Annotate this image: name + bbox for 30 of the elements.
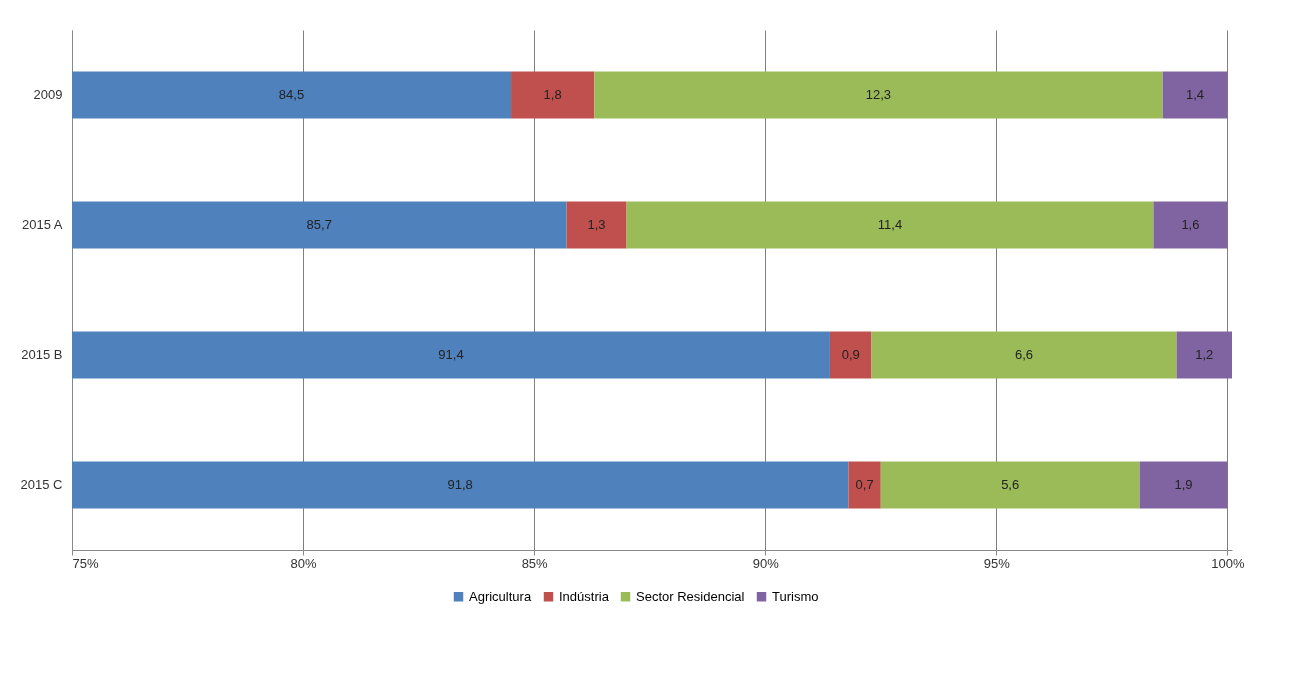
data-label: 1,2 — [1195, 347, 1214, 362]
data-label: 91,4 — [438, 347, 464, 362]
data-label: 12,3 — [865, 87, 892, 102]
y-tick-label: 2009 — [33, 87, 63, 102]
data-label: 0,9 — [841, 347, 860, 362]
data-label: 85,7 — [306, 217, 332, 232]
legend-label: Sector Residencial — [636, 588, 745, 604]
data-label: 1,6 — [1181, 217, 1200, 232]
x-tick-label: 80% — [290, 555, 318, 571]
data-label: 5,6 — [1001, 477, 1020, 492]
legend-label: Agricultura — [469, 588, 532, 604]
data-label: 1,8 — [543, 87, 562, 102]
x-tick-label: 75% — [72, 555, 99, 571]
data-label: 1,3 — [587, 217, 606, 232]
x-tick-label: 85% — [521, 555, 549, 571]
data-label: 1,4 — [1185, 87, 1205, 102]
legend-label: Indústria — [559, 588, 610, 604]
y-tick-label: 2015 B — [21, 347, 63, 362]
data-label: 11,4 — [877, 217, 903, 232]
data-label: 84,5 — [278, 87, 305, 102]
legend-label: Turismo — [772, 588, 819, 604]
data-label: 6,6 — [1014, 347, 1034, 362]
y-tick-label: 2015 C — [20, 477, 63, 492]
data-label: 1,9 — [1174, 477, 1193, 492]
y-tick-label: 2015 A — [22, 217, 63, 232]
data-label: 0,7 — [855, 477, 874, 492]
x-tick-label: 90% — [752, 555, 780, 571]
data-label: 91,8 — [447, 477, 473, 492]
x-tick-label: 95% — [983, 555, 1011, 571]
x-tick-label: 100% — [1211, 555, 1245, 571]
